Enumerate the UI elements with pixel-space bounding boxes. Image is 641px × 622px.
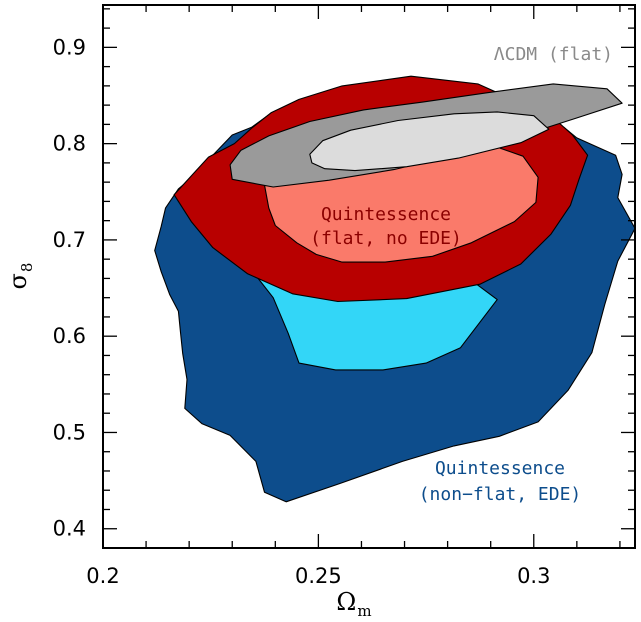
y-tick-label: 0.9 — [53, 35, 86, 59]
y-axis-subscript: 8 — [18, 263, 36, 273]
axis-ticks — [102, 5, 635, 549]
x-axis-symbol: Ω — [336, 588, 356, 616]
y-axis-label: σ8 — [4, 263, 36, 290]
y-tick-label: 0.4 — [53, 517, 86, 541]
x-axis-label: Ωm — [336, 588, 371, 620]
tick-labels: 0.2 0.25 0.3 0.4 0.5 0.6 0.7 0.8 0.9 — [53, 35, 551, 588]
y-tick-label: 0.7 — [53, 228, 86, 252]
quint-nonflat-annotation-line2: (non−flat, EDE) — [419, 484, 582, 505]
y-tick-label: 0.6 — [53, 324, 86, 348]
x-axis-subscript: m — [357, 602, 371, 620]
plot-frame — [102, 4, 636, 549]
x-tick-label: 0.3 — [517, 564, 550, 588]
lcdm-annotation: ΛCDM (flat) — [494, 44, 613, 65]
contour-regions — [154, 75, 635, 503]
quint-nonflat-annotation-line1: Quintessence — [435, 458, 565, 479]
y-axis-label-group: σ8 — [4, 263, 36, 290]
lcdm-inner-region — [309, 111, 550, 172]
y-tick-label: 0.5 — [53, 420, 86, 444]
quint-flat-annotation-line1: Quintessence — [321, 204, 451, 225]
y-tick-label: 0.8 — [53, 132, 86, 156]
x-tick-label: 0.25 — [295, 564, 342, 588]
y-axis-symbol: σ — [4, 273, 32, 289]
quint-flat-annotation-line2: (flat, no EDE) — [310, 228, 462, 249]
x-tick-label: 0.2 — [86, 564, 119, 588]
